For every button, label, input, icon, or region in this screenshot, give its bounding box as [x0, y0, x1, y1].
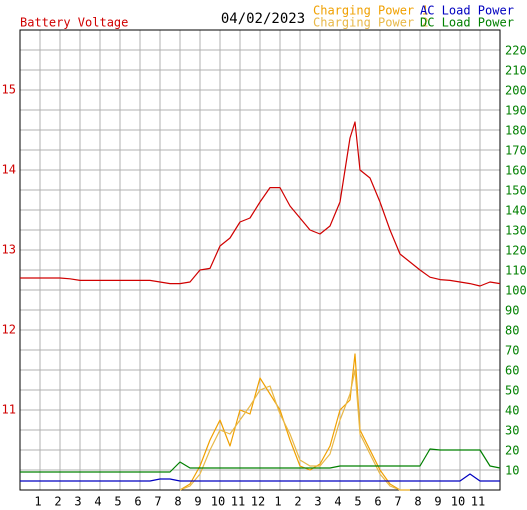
x-tick-label: 8 [414, 495, 421, 509]
y2-tick-label: 110 [505, 264, 527, 278]
x-tick-label: 7 [394, 495, 401, 509]
x-tick-label: 8 [174, 495, 181, 509]
x-tick-label: 10 [211, 495, 225, 509]
legend-label: Charging Power 2 [313, 16, 429, 30]
y2-tick-label: 120 [505, 244, 527, 258]
series-line [179, 369, 410, 491]
legend-label: DC Load Power [420, 16, 514, 30]
y2-tick-label: 190 [505, 104, 527, 118]
chart-date: 04/02/2023 [221, 11, 305, 27]
x-tick-label: 3 [74, 495, 81, 509]
plot-frame [19, 29, 501, 491]
y2-tick-label: 160 [505, 164, 527, 178]
series-line [20, 473, 500, 482]
y2-tick-label: 150 [505, 184, 527, 198]
x-tick-label: 9 [194, 495, 201, 509]
x-tick-label: 3 [314, 495, 321, 509]
x-tick-label: 4 [94, 495, 101, 509]
y2-tick-label: 10 [505, 464, 519, 478]
y2-tick-label: 20 [505, 444, 519, 458]
x-tick-label: 11 [471, 495, 485, 509]
y-tick-label: 15 [2, 83, 16, 97]
x-tick-label: 4 [334, 495, 341, 509]
y2-tick-label: 100 [505, 284, 527, 298]
x-tick-label: 7 [154, 495, 161, 509]
x-tick-label: 9 [434, 495, 441, 509]
x-tick-label: 12 [251, 495, 265, 509]
series-line [179, 353, 410, 491]
x-tick-label: 5 [114, 495, 121, 509]
y2-tick-label: 40 [505, 404, 519, 418]
x-tick-label: 1 [274, 495, 281, 509]
y2-tick-label: 130 [505, 224, 527, 238]
x-tick-label: 10 [451, 495, 465, 509]
y2-tick-label: 220 [505, 44, 527, 58]
y2-tick-label: 180 [505, 124, 527, 138]
x-tick-label: 2 [54, 495, 61, 509]
chart-title: Battery Voltage [20, 16, 128, 30]
y-tick-label: 13 [2, 243, 16, 257]
y2-tick-label: 30 [505, 424, 519, 438]
x-tick-label: 1 [34, 495, 41, 509]
y2-tick-label: 50 [505, 384, 519, 398]
series-line [20, 448, 501, 473]
y2-tick-label: 80 [505, 324, 519, 338]
legend-label: AC Load Power [420, 4, 514, 18]
y-tick-label: 12 [2, 323, 16, 337]
y-tick-label: 14 [2, 163, 16, 177]
y2-tick-label: 210 [505, 64, 527, 78]
x-tick-label: 6 [134, 495, 141, 509]
series-line [20, 121, 501, 287]
y2-tick-label: 70 [505, 344, 519, 358]
x-tick-label: 5 [354, 495, 361, 509]
y2-tick-label: 90 [505, 304, 519, 318]
y-tick-label: 11 [2, 403, 16, 417]
y2-tick-label: 170 [505, 144, 527, 158]
legend-label: Charging Power 1 [313, 4, 429, 18]
y2-tick-label: 140 [505, 204, 527, 218]
y2-tick-label: 60 [505, 364, 519, 378]
y2-tick-label: 200 [505, 84, 527, 98]
x-tick-label: 2 [294, 495, 301, 509]
x-tick-label: 11 [231, 495, 245, 509]
x-tick-label: 6 [374, 495, 381, 509]
